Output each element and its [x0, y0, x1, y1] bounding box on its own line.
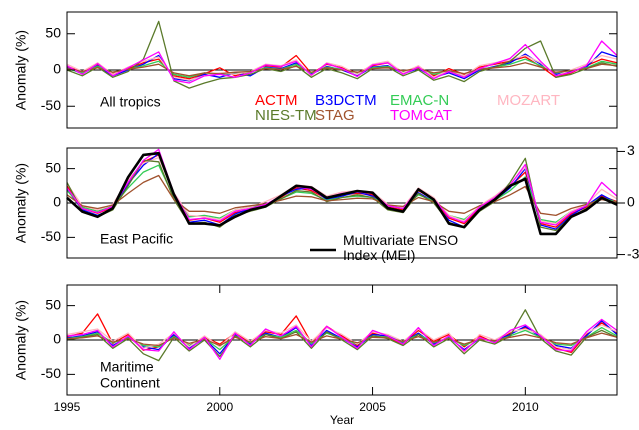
legend-label: ACTM	[255, 92, 298, 109]
y-tick-label: 0	[53, 194, 61, 210]
legend-label: NIES-TM	[255, 107, 317, 124]
series-line	[66, 309, 618, 362]
index-line	[66, 151, 618, 236]
y-axis-label: Anomaly (%)	[13, 300, 29, 380]
legend-label: B3DCTM	[315, 92, 377, 109]
series-line	[66, 54, 618, 81]
y-tick-label: -50	[41, 228, 61, 244]
legend-label: MOZART	[497, 92, 560, 109]
y-tick-label: -50	[41, 365, 61, 381]
legend-label: STAG	[315, 107, 355, 124]
y2-tick-label: -3	[627, 245, 639, 261]
y-tick-label: -50	[41, 97, 61, 113]
series-line	[66, 20, 618, 89]
panel-annotation: East Pacific	[100, 231, 173, 247]
x-tick-label: 2010	[512, 400, 539, 414]
x-tick-label: 2005	[359, 400, 386, 414]
y-axis-label: Anomaly (%)	[13, 163, 29, 243]
series-line	[66, 174, 618, 217]
series-line	[66, 157, 618, 232]
series-line	[66, 332, 618, 347]
panel-annotation: All tropics	[100, 94, 161, 110]
series-line	[66, 54, 618, 80]
y-tick-label: 50	[45, 24, 61, 40]
x-tick-label: 1995	[54, 400, 81, 414]
panel-annotation: Continent	[100, 375, 160, 391]
series-line	[66, 62, 618, 77]
series-line	[66, 318, 618, 360]
series-line	[66, 324, 618, 354]
legend-label: EMAC-N	[390, 92, 449, 109]
y-tick-label: 0	[53, 331, 61, 347]
y2-tick-label: 3	[627, 142, 635, 158]
series-line	[66, 40, 618, 84]
y2-tick-label: 0	[627, 194, 635, 210]
series-line	[66, 156, 618, 225]
legend-label: TOMCAT	[390, 107, 452, 124]
series-line	[66, 152, 618, 230]
mei-legend-label: Multivariate ENSO Index (MEI)	[343, 232, 459, 263]
y-tick-label: 50	[45, 159, 61, 175]
x-tick-label: 2000	[206, 400, 233, 414]
y-tick-label: 50	[45, 296, 61, 312]
x-axis-label: Year	[330, 413, 354, 427]
y-tick-label: 0	[53, 61, 61, 77]
y-axis-label: Anomaly (%)	[13, 30, 29, 110]
panel-annotation: Maritime	[100, 359, 154, 375]
series-line	[66, 326, 618, 351]
